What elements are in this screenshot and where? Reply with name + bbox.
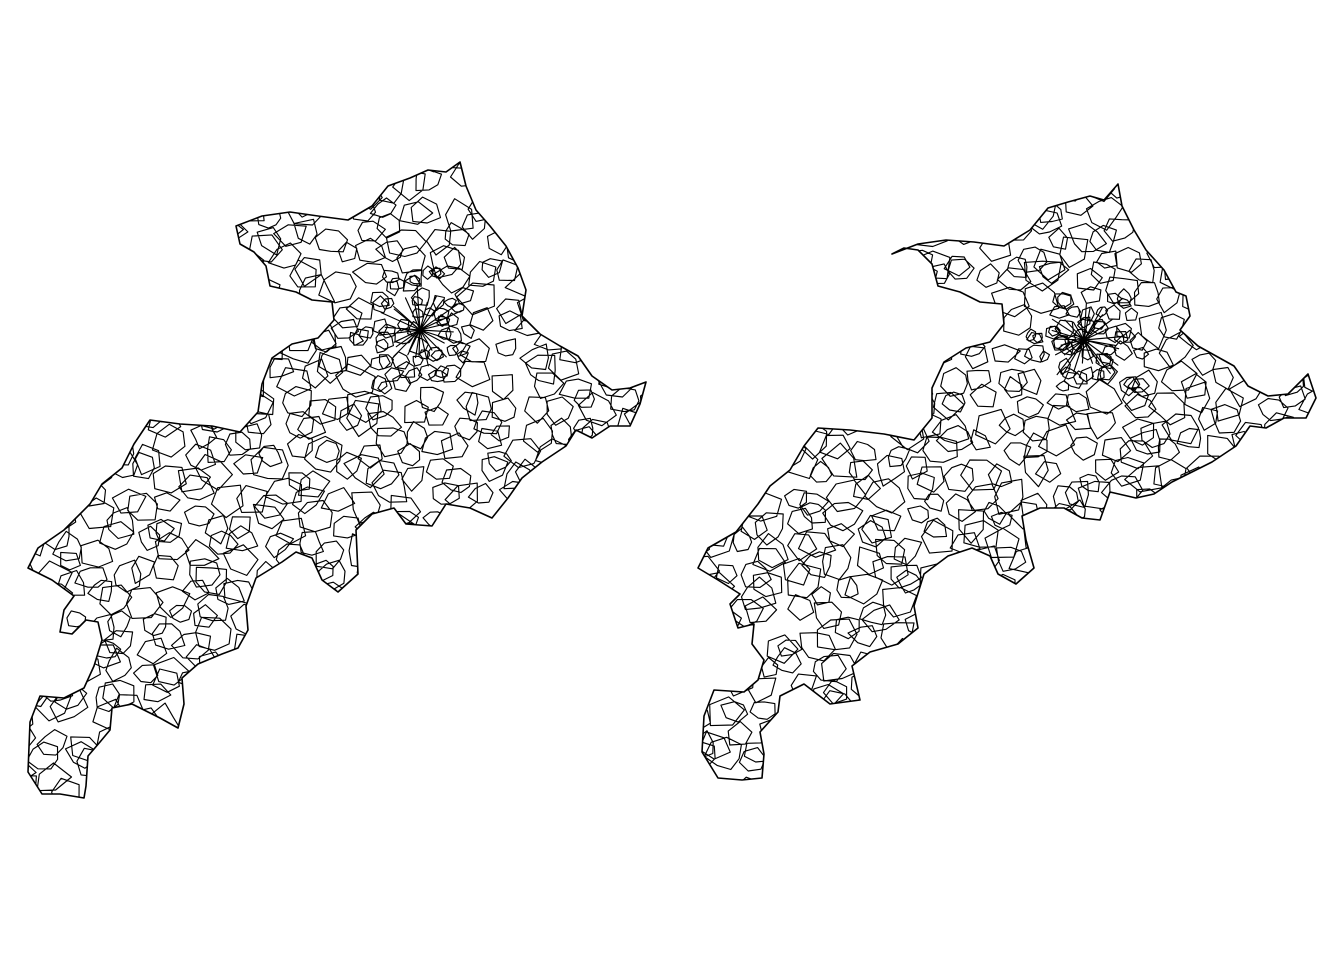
region-outline-left	[27, 161, 647, 799]
map-panel-right	[697, 183, 1317, 781]
map-panel-left	[27, 161, 647, 799]
